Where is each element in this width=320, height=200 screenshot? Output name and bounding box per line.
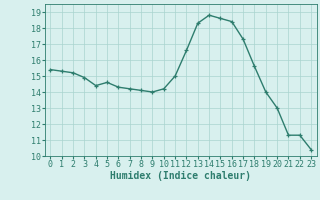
X-axis label: Humidex (Indice chaleur): Humidex (Indice chaleur) (110, 171, 251, 181)
